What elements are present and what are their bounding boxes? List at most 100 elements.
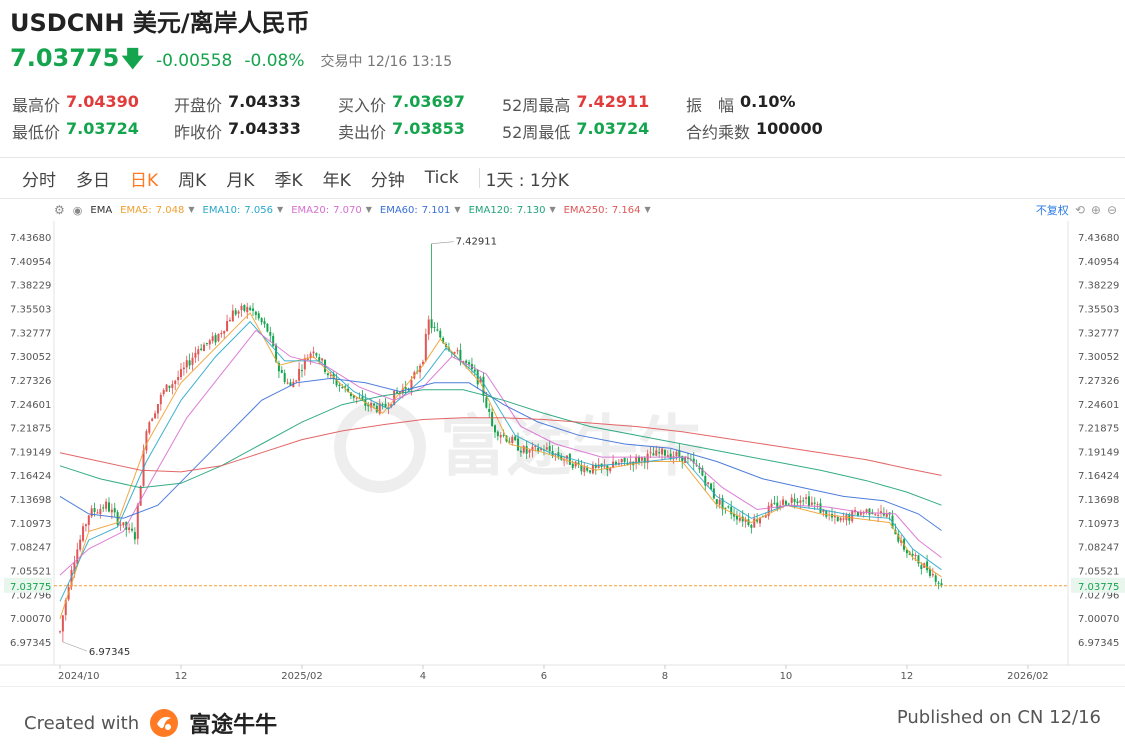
caret-down-icon[interactable]: ▼	[454, 204, 461, 214]
stat-label: 振 幅	[686, 95, 735, 115]
indicator-1[interactable]: EMA10: 7.056 ▼	[203, 205, 284, 216]
tab-0[interactable]: 分时	[22, 170, 56, 191]
candle-body	[128, 527, 131, 530]
caret-down-icon[interactable]: ▼	[365, 204, 372, 214]
indicator-0[interactable]: EMA5: 7.048 ▼	[120, 205, 194, 216]
candle-body	[528, 449, 531, 453]
y-tick-right-11: 7.13698	[1078, 495, 1119, 506]
candle-body	[856, 511, 859, 517]
candle-body	[710, 483, 713, 490]
candle-body	[208, 340, 211, 345]
candle-body	[871, 512, 874, 514]
chart-canvas[interactable]: 富途牛牛 7.43680 7.43680 7.40954 7.40954 7.38229 7…	[0, 199, 1125, 685]
candle-body	[84, 524, 87, 527]
stat-value: 7.04333	[228, 118, 301, 138]
caret-down-icon[interactable]: ▼	[644, 204, 651, 214]
candle-body	[254, 311, 257, 315]
tab-1[interactable]: 多日	[76, 170, 110, 191]
candle-body	[174, 380, 177, 384]
quote-header: USDCNH 美元/离岸人民币 7.03775🡇 -0.00558 -0.08%…	[10, 6, 1110, 80]
candle-body	[139, 485, 142, 506]
kline-chart[interactable]: ⚙ ◉ EMA EMA5: 7.048 ▼ EMA10: 7.056 ▼ EMA20: 7.0…	[0, 199, 1125, 685]
caret-down-icon[interactable]: ▼	[549, 204, 556, 214]
indicator-5[interactable]: EMA250: 7.164 ▼	[564, 205, 651, 216]
y-tick-left-9: 7.19149	[10, 447, 51, 458]
settings-icon[interactable]: ⚙	[54, 203, 65, 217]
candle-body	[707, 482, 710, 485]
candle-body	[655, 450, 658, 456]
y-tick-left-13: 7.08247	[10, 543, 51, 554]
tab-4[interactable]: 月K	[226, 170, 255, 191]
candle-body	[393, 390, 396, 406]
candle-body	[367, 404, 370, 407]
tab-2[interactable]: 日K	[130, 170, 159, 191]
candle-body	[738, 518, 741, 521]
watermark-logo-icon	[334, 401, 426, 493]
restore-icon[interactable]: ⟲	[1074, 203, 1085, 217]
tab-range[interactable]: 1天 : 1分K	[485, 170, 569, 191]
indicator-3[interactable]: EMA60: 7.101 ▼	[380, 205, 461, 216]
candle-body	[252, 308, 255, 311]
candle-body	[874, 514, 877, 516]
footer: Created with 富途牛牛 Published on CN 12/16	[0, 686, 1125, 749]
zoom-in-icon[interactable]: ⊕	[1090, 203, 1101, 217]
tab-5[interactable]: 季K	[274, 170, 303, 191]
eye-icon[interactable]: ◉	[72, 203, 83, 217]
candle-body	[269, 331, 272, 336]
candle-body	[496, 431, 499, 437]
candle-body	[715, 499, 718, 504]
candle-body	[459, 349, 462, 362]
caret-down-icon[interactable]: ▼	[188, 204, 195, 214]
indicator-value: 7.048	[155, 204, 185, 216]
candle-body	[165, 384, 168, 392]
candle-body	[666, 455, 669, 458]
stat-value: 7.03853	[392, 118, 465, 138]
zoom-out-icon[interactable]: ⊖	[1106, 203, 1117, 217]
candle-body	[744, 519, 747, 522]
candle-body	[879, 511, 882, 514]
tab-6[interactable]: 年K	[322, 170, 351, 191]
candle-body	[338, 385, 341, 387]
tab-7[interactable]: 分钟	[370, 170, 405, 191]
page-title: USDCNH 美元/离岸人民币	[10, 9, 310, 37]
candle-body	[154, 413, 157, 419]
candle-body	[796, 501, 799, 504]
candle-body	[620, 459, 623, 463]
indicator-bar: ⚙ ◉ EMA EMA5: 7.048 ▼ EMA10: 7.056 ▼ EMA20: 7.0…	[54, 202, 651, 218]
candle-body	[182, 367, 185, 370]
candle-body	[191, 357, 194, 365]
y-tick-right-5: 7.30052	[1078, 352, 1119, 363]
candle-body	[456, 350, 459, 352]
candle-body	[246, 306, 249, 313]
candle-body	[116, 512, 119, 525]
indicator-main[interactable]: EMA	[90, 204, 113, 216]
adjust-button[interactable]: 不复权	[1035, 204, 1069, 217]
created-with-label: Created with	[24, 712, 140, 734]
stat-row1-4: 振 幅 0.10%	[686, 92, 796, 116]
ema-line-ema10	[59, 320, 942, 602]
watermark-text: 富途牛牛	[440, 408, 704, 485]
candle-body	[638, 456, 641, 463]
stat-label: 合约乘数	[686, 122, 751, 142]
candle-body	[234, 310, 237, 315]
caret-down-icon[interactable]: ▼	[277, 204, 284, 214]
candle-body	[231, 310, 234, 322]
tab-8[interactable]: Tick	[424, 168, 459, 188]
indicator-4[interactable]: EMA120: 7.130 ▼	[469, 205, 556, 216]
candle-body	[211, 336, 214, 342]
candle-body	[508, 441, 511, 443]
candle-body	[482, 376, 485, 397]
y-tick-left-15: 7.02796	[10, 590, 51, 601]
y-tick-right-1: 7.40954	[1078, 257, 1119, 268]
candle-body	[257, 313, 260, 319]
tab-3[interactable]: 周K	[178, 170, 207, 191]
brand-name: 富途牛牛	[189, 713, 278, 738]
candle-body	[733, 513, 736, 517]
candle-body	[851, 511, 854, 522]
candle-body	[266, 323, 269, 332]
candle-body	[776, 502, 779, 509]
indicator-2[interactable]: EMA20: 7.070 ▼	[291, 205, 372, 216]
candle-body	[237, 311, 240, 314]
last-price: 7.03775🡇	[10, 42, 144, 80]
candle-body	[159, 394, 162, 405]
